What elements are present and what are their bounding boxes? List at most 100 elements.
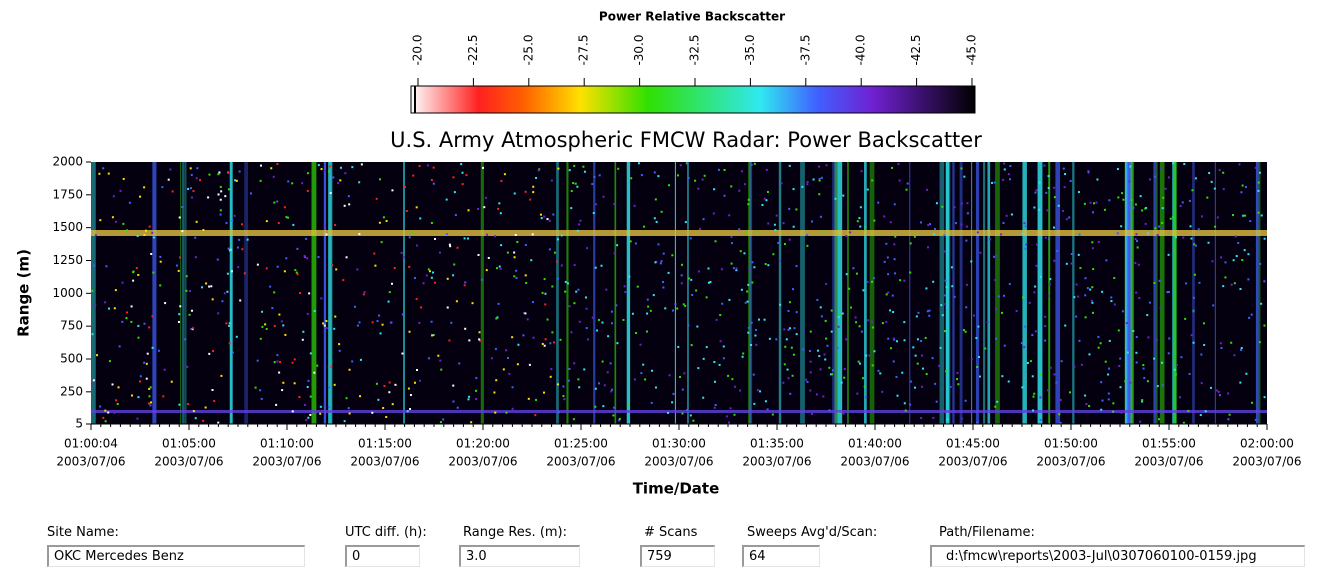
texture-speck xyxy=(387,300,390,303)
texture-speck xyxy=(1158,225,1161,228)
texture-speck xyxy=(437,354,440,357)
texture-speck xyxy=(408,236,411,239)
texture-speck xyxy=(143,186,146,189)
texture-speck xyxy=(467,209,470,212)
texture-speck xyxy=(1263,280,1266,283)
texture-speck xyxy=(513,251,516,254)
texture-speck xyxy=(975,337,978,340)
texture-speck xyxy=(681,388,684,391)
texture-speck xyxy=(461,171,464,174)
texture-speck xyxy=(1103,208,1106,211)
texture-speck xyxy=(654,198,657,201)
texture-speck xyxy=(1126,351,1129,354)
texture-speck xyxy=(1167,352,1170,355)
texture-speck xyxy=(470,421,473,424)
texture-speck xyxy=(828,366,831,369)
texture-speck xyxy=(309,352,312,355)
texture-speck xyxy=(1206,196,1209,199)
texture-speck xyxy=(1047,238,1050,241)
texture-speck xyxy=(945,286,948,289)
texture-speck xyxy=(765,199,768,202)
texture-speck xyxy=(775,338,778,341)
texture-speck xyxy=(1136,246,1139,249)
texture-speck xyxy=(917,311,920,314)
texture-speck xyxy=(195,177,198,180)
texture-speck xyxy=(873,350,876,353)
chart-title: U.S. Army Atmospheric FMCW Radar: Power … xyxy=(390,128,982,152)
texture-speck xyxy=(1220,256,1223,259)
texture-speck xyxy=(1120,411,1123,414)
texture-speck xyxy=(916,338,919,341)
texture-speck xyxy=(986,321,989,324)
texture-speck xyxy=(1023,346,1026,349)
texture-speck xyxy=(1091,311,1094,314)
texture-speck xyxy=(965,283,968,286)
texture-speck xyxy=(671,309,674,312)
y-tick-label: 1250 xyxy=(52,253,83,267)
texture-speck xyxy=(1190,237,1193,240)
texture-speck xyxy=(211,298,214,301)
texture-speck xyxy=(148,387,151,390)
texture-speck xyxy=(185,289,188,292)
texture-speck xyxy=(933,233,936,236)
texture-speck xyxy=(445,198,448,201)
texture-speck xyxy=(1187,409,1190,412)
texture-speck xyxy=(562,395,565,398)
y-tick-label: 500 xyxy=(60,351,83,365)
texture-speck xyxy=(725,415,728,418)
texture-speck xyxy=(953,295,956,298)
texture-speck xyxy=(205,282,208,285)
texture-speck xyxy=(1039,275,1042,278)
texture-speck xyxy=(117,386,120,389)
texture-speck xyxy=(102,416,105,419)
texture-speck xyxy=(1116,232,1119,235)
texture-speck xyxy=(1008,282,1011,285)
texture-speck xyxy=(149,386,152,389)
texture-speck xyxy=(416,368,419,371)
texture-speck xyxy=(1100,381,1103,384)
texture-speck xyxy=(667,271,670,274)
texture-speck xyxy=(836,346,839,349)
texture-speck xyxy=(783,328,786,331)
texture-speck xyxy=(342,279,345,282)
texture-speck xyxy=(189,167,192,170)
texture-speck xyxy=(943,250,946,253)
texture-speck xyxy=(516,241,519,244)
texture-speck xyxy=(249,192,252,195)
texture-speck xyxy=(212,349,215,352)
texture-speck xyxy=(787,309,790,312)
texture-speck xyxy=(1128,180,1131,183)
texture-speck xyxy=(1171,216,1174,219)
texture-speck xyxy=(358,181,361,184)
texture-speck xyxy=(495,317,498,320)
texture-speck xyxy=(362,293,365,296)
texture-speck xyxy=(548,219,551,222)
texture-speck xyxy=(1107,398,1110,401)
texture-speck xyxy=(1089,288,1092,291)
texture-speck xyxy=(859,225,862,228)
texture-speck xyxy=(965,306,968,309)
texture-speck xyxy=(962,329,965,332)
texture-speck xyxy=(1144,207,1147,210)
texture-speck xyxy=(524,243,527,246)
texture-speck xyxy=(735,267,738,270)
texture-speck xyxy=(791,374,794,377)
texture-speck xyxy=(650,369,653,372)
texture-speck xyxy=(1047,187,1050,190)
x-tick-time: 01:10:00 xyxy=(260,437,314,451)
texture-speck xyxy=(1178,396,1181,399)
texture-speck xyxy=(622,318,625,321)
texture-speck xyxy=(1153,357,1156,360)
texture-speck xyxy=(1137,263,1140,266)
texture-speck xyxy=(1117,196,1120,199)
texture-speck xyxy=(1088,405,1091,408)
texture-speck xyxy=(714,404,717,407)
texture-speck xyxy=(994,405,997,408)
texture-speck xyxy=(1007,380,1010,383)
texture-stripe xyxy=(91,162,96,424)
texture-speck xyxy=(932,280,935,283)
texture-speck xyxy=(96,354,99,357)
texture-speck xyxy=(440,368,443,371)
texture-speck xyxy=(169,168,172,171)
texture-speck xyxy=(383,384,386,387)
